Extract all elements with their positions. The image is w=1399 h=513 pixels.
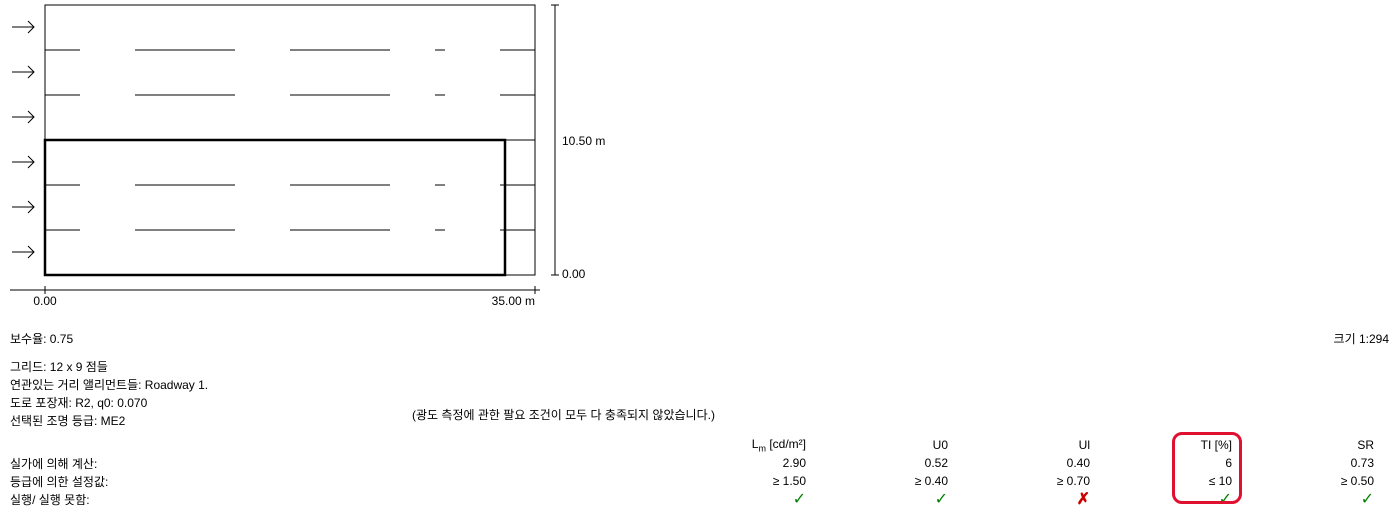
calc-value: 0.52 <box>812 456 954 470</box>
check-icon: ✓ <box>1361 491 1374 508</box>
x-axis-end: 35.00 m <box>492 294 535 308</box>
pass-mark: ✓ <box>1238 489 1380 509</box>
row-label: 등급에 의한 설정값: <box>10 473 670 490</box>
col-header: Ul <box>954 438 1096 452</box>
calc-value: 0.40 <box>954 456 1096 470</box>
pass-mark: ✓ <box>670 489 812 509</box>
info-block: 보수율: 0.75 그리드: 12 x 9 점들 연관있는 거리 앨리먼트들: … <box>10 330 208 430</box>
pavement-info: 도로 포장재: R2, q0: 0.070 <box>10 394 208 412</box>
highlight-box <box>1172 432 1242 504</box>
maintenance-factor: 보수율: 0.75 <box>10 330 208 348</box>
arrow-icon <box>12 201 34 213</box>
arrow-icon <box>12 156 34 168</box>
pass-mark: ✗ <box>954 489 1096 509</box>
cross-icon: ✗ <box>1077 491 1090 508</box>
col-header: U0 <box>812 438 954 452</box>
calc-value: 2.90 <box>670 456 812 470</box>
setpoint-value: ≥ 0.70 <box>954 474 1096 488</box>
grid-info: 그리드: 12 x 9 점들 <box>10 358 208 376</box>
arrow-icon <box>12 111 34 123</box>
check-icon: ✓ <box>793 491 806 508</box>
setpoint-value: ≥ 0.40 <box>812 474 954 488</box>
x-axis-start: 0.00 <box>33 294 57 308</box>
y-axis-start: 0.00 <box>562 267 586 281</box>
check-icon: ✓ <box>935 491 948 508</box>
calc-value: 0.73 <box>1238 456 1380 470</box>
setpoint-value: ≥ 0.50 <box>1238 474 1380 488</box>
warning-text: (광도 측정에 관한 팔요 조건이 모두 다 충족되지 않았습니다.) <box>412 406 715 423</box>
setpoint-value: ≥ 1.50 <box>670 474 812 488</box>
scale-label: 크기 1:294 <box>1334 330 1389 347</box>
col-header: SR <box>1238 438 1380 452</box>
col-header: Lm [cd/m²] <box>670 437 812 453</box>
y-axis-end: 10.50 m <box>562 134 605 148</box>
arrow-icon <box>12 21 34 33</box>
row-label: 실가에 의해 계산: <box>10 455 670 472</box>
arrow-icon <box>12 246 34 258</box>
arrow-icon <box>12 66 34 78</box>
roadway-svg: 0.00 35.00 m 10.50 m 0.00 <box>0 0 620 310</box>
roadway-diagram: 0.00 35.00 m 10.50 m 0.00 <box>0 0 620 313</box>
elements-info: 연관있는 거리 앨리먼트들: Roadway 1. <box>10 376 208 394</box>
row-label: 실행/ 실행 못함: <box>10 491 670 508</box>
lighting-class: 선택된 조명 등급: ME2 <box>10 412 208 430</box>
pass-mark: ✓ <box>812 489 954 509</box>
